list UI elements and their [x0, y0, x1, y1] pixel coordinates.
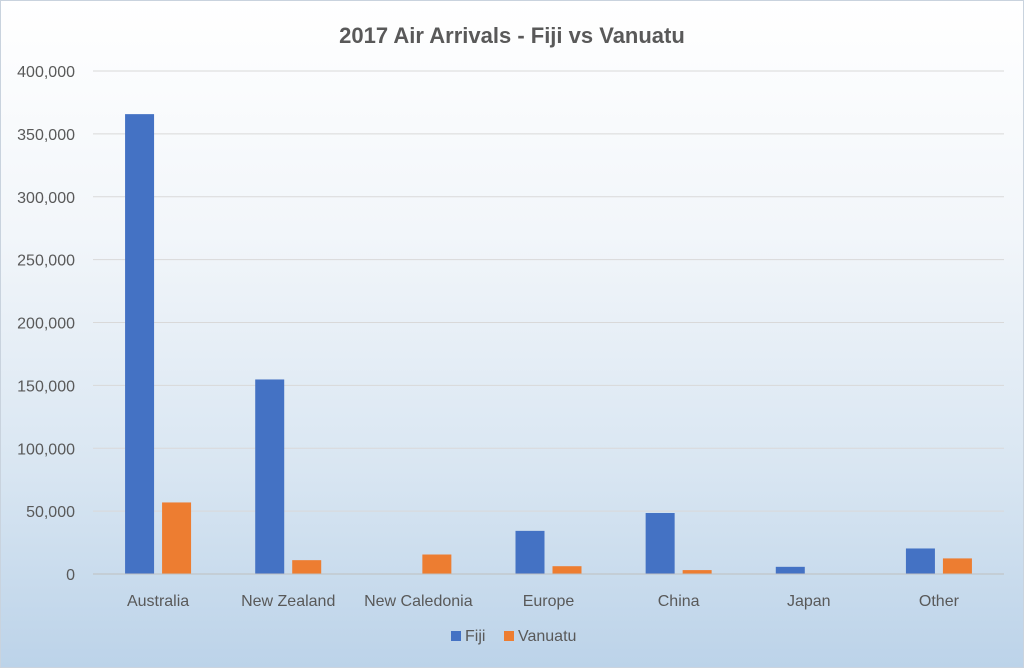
legend-swatch-vanuatu [504, 631, 514, 641]
y-tick-label: 300,000 [17, 190, 75, 207]
legend-swatch-fiji [451, 631, 461, 641]
bars [125, 114, 972, 574]
legend: Fiji Vanuatu [451, 628, 576, 645]
y-tick-label: 50,000 [26, 504, 75, 521]
bar-fiji-australia [125, 114, 155, 574]
y-tick-label: 400,000 [17, 64, 75, 81]
legend-label-vanuatu: Vanuatu [518, 628, 576, 645]
y-tick-label: 350,000 [17, 127, 75, 144]
y-tick-label: 150,000 [17, 378, 75, 395]
bar-fiji-china [645, 513, 675, 574]
bar-fiji-other [905, 548, 935, 574]
bar-fiji-japan [775, 566, 805, 574]
y-tick-label: 0 [66, 567, 75, 584]
bar-vanuatu-other [942, 558, 972, 574]
y-tick-label: 200,000 [17, 316, 75, 333]
bar-vanuatu-australia [162, 502, 192, 574]
y-tick-label: 100,000 [17, 441, 75, 458]
bar-vanuatu-china [682, 570, 712, 574]
x-category-label: China [658, 593, 700, 610]
y-axis-ticks: 0 50,000 100,000 150,000 200,000 250,000 300,0… [17, 64, 75, 584]
x-category-label: New Caledonia [364, 593, 473, 610]
bar-fiji-new-zealand [255, 379, 285, 574]
x-category-label: New Zealand [241, 593, 335, 610]
bar-vanuatu-europe [552, 566, 582, 574]
x-axis-categories: Australia New Zealand New Caledonia Europe C… [127, 593, 960, 610]
legend-label-fiji: Fiji [465, 628, 485, 645]
y-tick-label: 250,000 [17, 253, 75, 270]
x-category-label: Other [919, 593, 960, 610]
bar-vanuatu-new-zealand [292, 560, 322, 574]
x-category-label: Japan [787, 593, 831, 610]
chart-title: 2017 Air Arrivals - Fiji vs Vanuatu [339, 23, 685, 48]
gridlines [93, 70, 1004, 512]
bar-vanuatu-new-caledonia [422, 554, 452, 574]
x-category-label: Europe [523, 593, 575, 610]
bar-fiji-europe [515, 530, 545, 574]
x-category-label: Australia [127, 593, 189, 610]
